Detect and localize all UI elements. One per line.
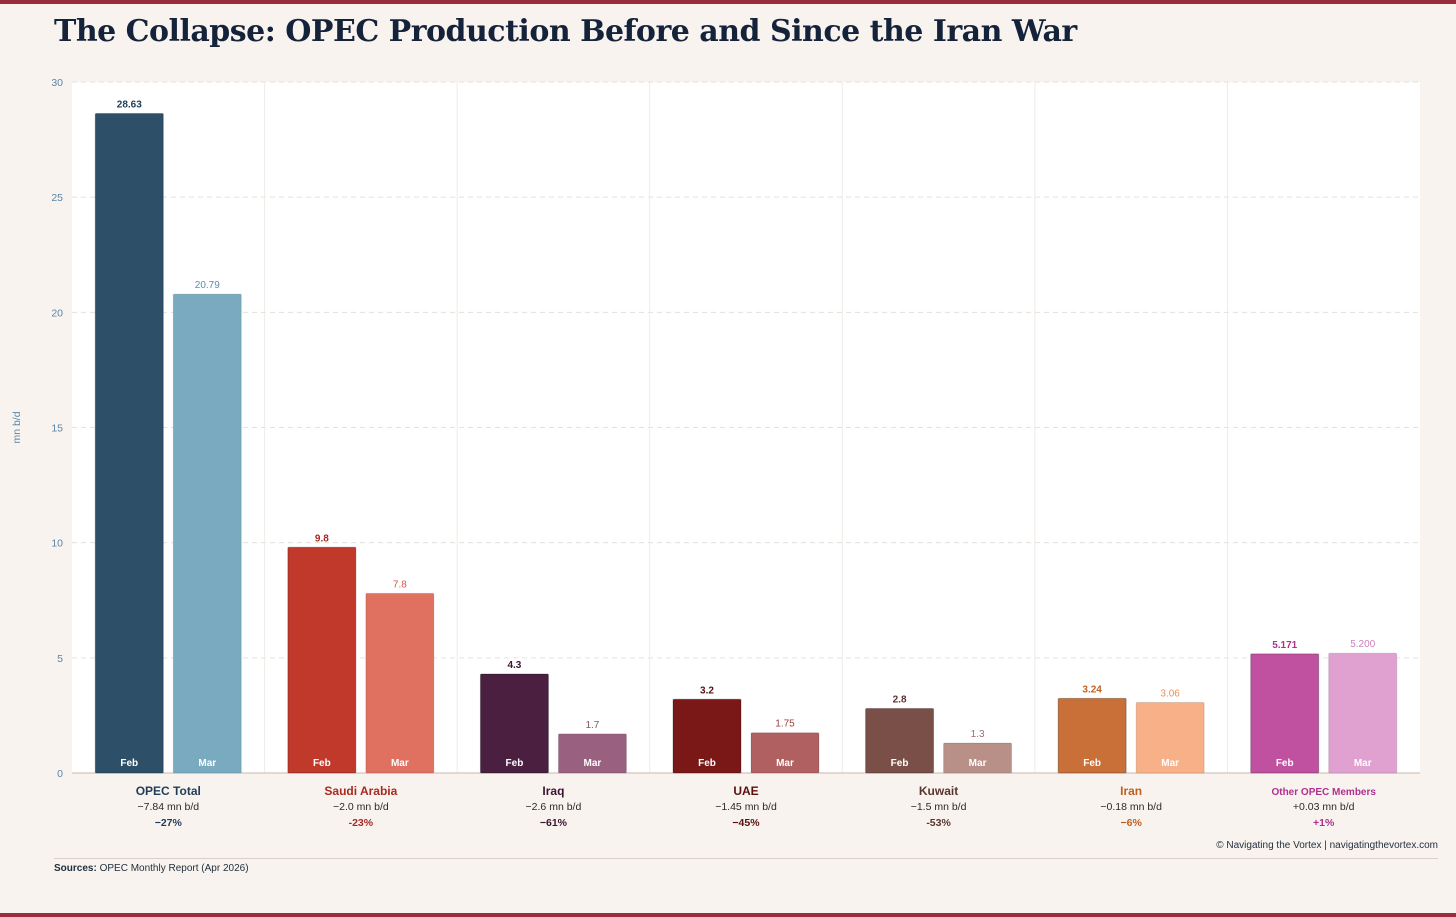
- bar-mar: [557, 733, 627, 774]
- y-tick-label: 15: [51, 423, 63, 435]
- y-tick-label: 20: [51, 307, 63, 319]
- percent-change-label: −61%: [540, 817, 568, 829]
- change-label: −2.0 mn b/d: [333, 801, 389, 813]
- bar-mar: [750, 732, 820, 774]
- change-label: +0.03 mn b/d: [1293, 801, 1355, 813]
- bar-value-label: 1.75: [775, 719, 795, 730]
- percent-change-label: -23%: [349, 817, 374, 829]
- bar-value-label: 5.171: [1272, 640, 1297, 651]
- bar-value-label: 20.79: [195, 280, 220, 291]
- bar-month-label: Mar: [391, 758, 409, 769]
- bar-month-label: Mar: [1161, 758, 1179, 769]
- bar-value-label: 4.3: [507, 660, 521, 671]
- bar-month-label: Feb: [891, 758, 909, 769]
- bar-month-label: Feb: [1276, 758, 1294, 769]
- bar-value-label: 7.8: [393, 579, 407, 590]
- bar-mar: [1328, 652, 1398, 774]
- bar-month-label: Mar: [776, 758, 794, 769]
- category-label: Kuwait: [919, 784, 958, 798]
- bar-month-label: Feb: [698, 758, 716, 769]
- category-label: OPEC Total: [136, 784, 201, 798]
- change-label: −0.18 mn b/d: [1100, 801, 1162, 813]
- category-label: Saudi Arabia: [324, 784, 397, 798]
- sources-text: OPEC Monthly Report (Apr 2026): [99, 863, 249, 874]
- bar-feb: [672, 698, 742, 774]
- bar-value-label: 28.63: [117, 100, 142, 111]
- sources-label: Sources:: [54, 863, 97, 874]
- bar-value-label: 2.8: [893, 695, 907, 706]
- percent-change-label: +1%: [1313, 817, 1335, 829]
- y-tick-label: 0: [57, 768, 63, 780]
- bar-mar: [1135, 702, 1205, 774]
- bar-mar: [365, 592, 435, 774]
- bar-month-label: Feb: [313, 758, 331, 769]
- bar-value-label: 3.2: [700, 685, 714, 696]
- bar-value-label: 9.8: [315, 533, 329, 544]
- bar-feb: [479, 673, 549, 774]
- sources-divider: [54, 858, 1438, 859]
- percent-change-label: -53%: [926, 817, 951, 829]
- bar-feb: [865, 708, 935, 774]
- bar-month-label: Feb: [506, 758, 524, 769]
- y-tick-label: 25: [51, 192, 63, 204]
- bar-mar: [172, 293, 242, 774]
- bar-value-label: 3.06: [1160, 689, 1180, 700]
- bar-month-label: Mar: [1354, 758, 1372, 769]
- percent-change-label: −45%: [732, 817, 760, 829]
- category-label: Iraq: [542, 784, 564, 798]
- y-axis-label: mn b/d: [11, 411, 23, 443]
- bar-feb: [287, 546, 357, 774]
- change-label: −7.84 mn b/d: [137, 801, 199, 813]
- category-label: Iran: [1120, 784, 1142, 798]
- bar-month-label: Mar: [969, 758, 987, 769]
- bar-value-label: 1.3: [971, 729, 985, 740]
- bottom-accent-bar: [0, 913, 1456, 917]
- bar-month-label: Mar: [198, 758, 216, 769]
- category-label: Other OPEC Members: [1271, 787, 1376, 798]
- bar-feb: [1057, 697, 1127, 774]
- percent-change-label: −27%: [155, 817, 183, 829]
- bar-month-label: Feb: [1083, 758, 1101, 769]
- y-tick-label: 5: [57, 653, 63, 665]
- bar-feb: [1250, 653, 1320, 774]
- top-accent-bar: [0, 0, 1456, 4]
- bar-month-label: Mar: [584, 758, 602, 769]
- bar-mar: [943, 742, 1013, 774]
- sources-note: Sources: OPEC Monthly Report (Apr 2026): [54, 863, 249, 874]
- bar-value-label: 3.24: [1082, 684, 1102, 695]
- category-label: UAE: [733, 784, 758, 798]
- bar-value-label: 5.200: [1350, 639, 1375, 650]
- bar-value-label: 1.7: [585, 720, 599, 731]
- chart-title: The Collapse: OPEC Production Before and…: [54, 14, 1077, 49]
- credit-line: © Navigating the Vortex | navigatingthev…: [1216, 840, 1438, 851]
- percent-change-label: −6%: [1120, 817, 1142, 829]
- y-tick-label: 30: [51, 77, 63, 89]
- bar-month-label: Feb: [120, 758, 138, 769]
- change-label: −1.5 mn b/d: [911, 801, 967, 813]
- change-label: −1.45 mn b/d: [715, 801, 777, 813]
- bar-feb: [94, 113, 164, 774]
- change-label: −2.6 mn b/d: [526, 801, 582, 813]
- y-tick-label: 10: [51, 538, 63, 550]
